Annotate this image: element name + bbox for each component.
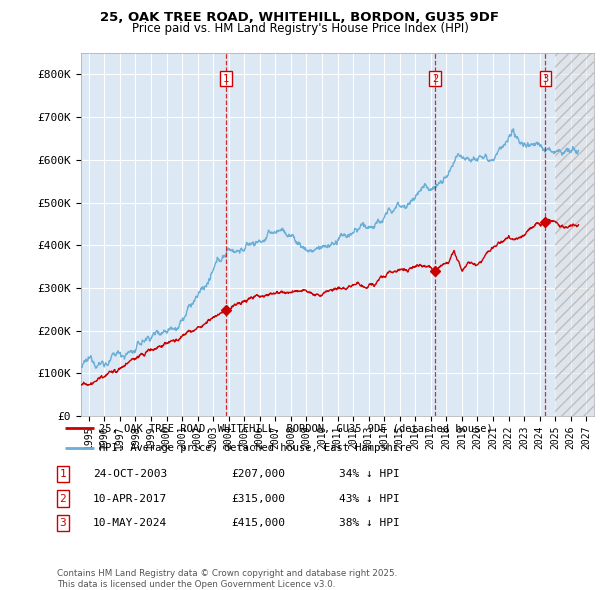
Text: 1: 1 (59, 470, 67, 479)
Text: 3: 3 (542, 74, 548, 84)
Text: 3: 3 (59, 518, 67, 527)
Text: Price paid vs. HM Land Registry's House Price Index (HPI): Price paid vs. HM Land Registry's House … (131, 22, 469, 35)
Text: 38% ↓ HPI: 38% ↓ HPI (339, 518, 400, 527)
Text: £207,000: £207,000 (231, 470, 285, 479)
Text: £315,000: £315,000 (231, 494, 285, 503)
Text: 24-OCT-2003: 24-OCT-2003 (93, 470, 167, 479)
Text: 2: 2 (432, 74, 438, 84)
Text: 1: 1 (223, 74, 229, 84)
Text: 10-MAY-2024: 10-MAY-2024 (93, 518, 167, 527)
Text: 2: 2 (59, 494, 67, 503)
Text: 25, OAK TREE ROAD, WHITEHILL, BORDON, GU35 9DF (detached house): 25, OAK TREE ROAD, WHITEHILL, BORDON, GU… (99, 424, 493, 434)
Text: Contains HM Land Registry data © Crown copyright and database right 2025.
This d: Contains HM Land Registry data © Crown c… (57, 569, 397, 589)
Text: 10-APR-2017: 10-APR-2017 (93, 494, 167, 503)
Text: £415,000: £415,000 (231, 518, 285, 527)
Text: HPI: Average price, detached house, East Hampshire: HPI: Average price, detached house, East… (99, 442, 412, 453)
Bar (555, 53, 594, 416)
Text: 25, OAK TREE ROAD, WHITEHILL, BORDON, GU35 9DF: 25, OAK TREE ROAD, WHITEHILL, BORDON, GU… (101, 11, 499, 24)
Text: 34% ↓ HPI: 34% ↓ HPI (339, 470, 400, 479)
Text: 43% ↓ HPI: 43% ↓ HPI (339, 494, 400, 503)
